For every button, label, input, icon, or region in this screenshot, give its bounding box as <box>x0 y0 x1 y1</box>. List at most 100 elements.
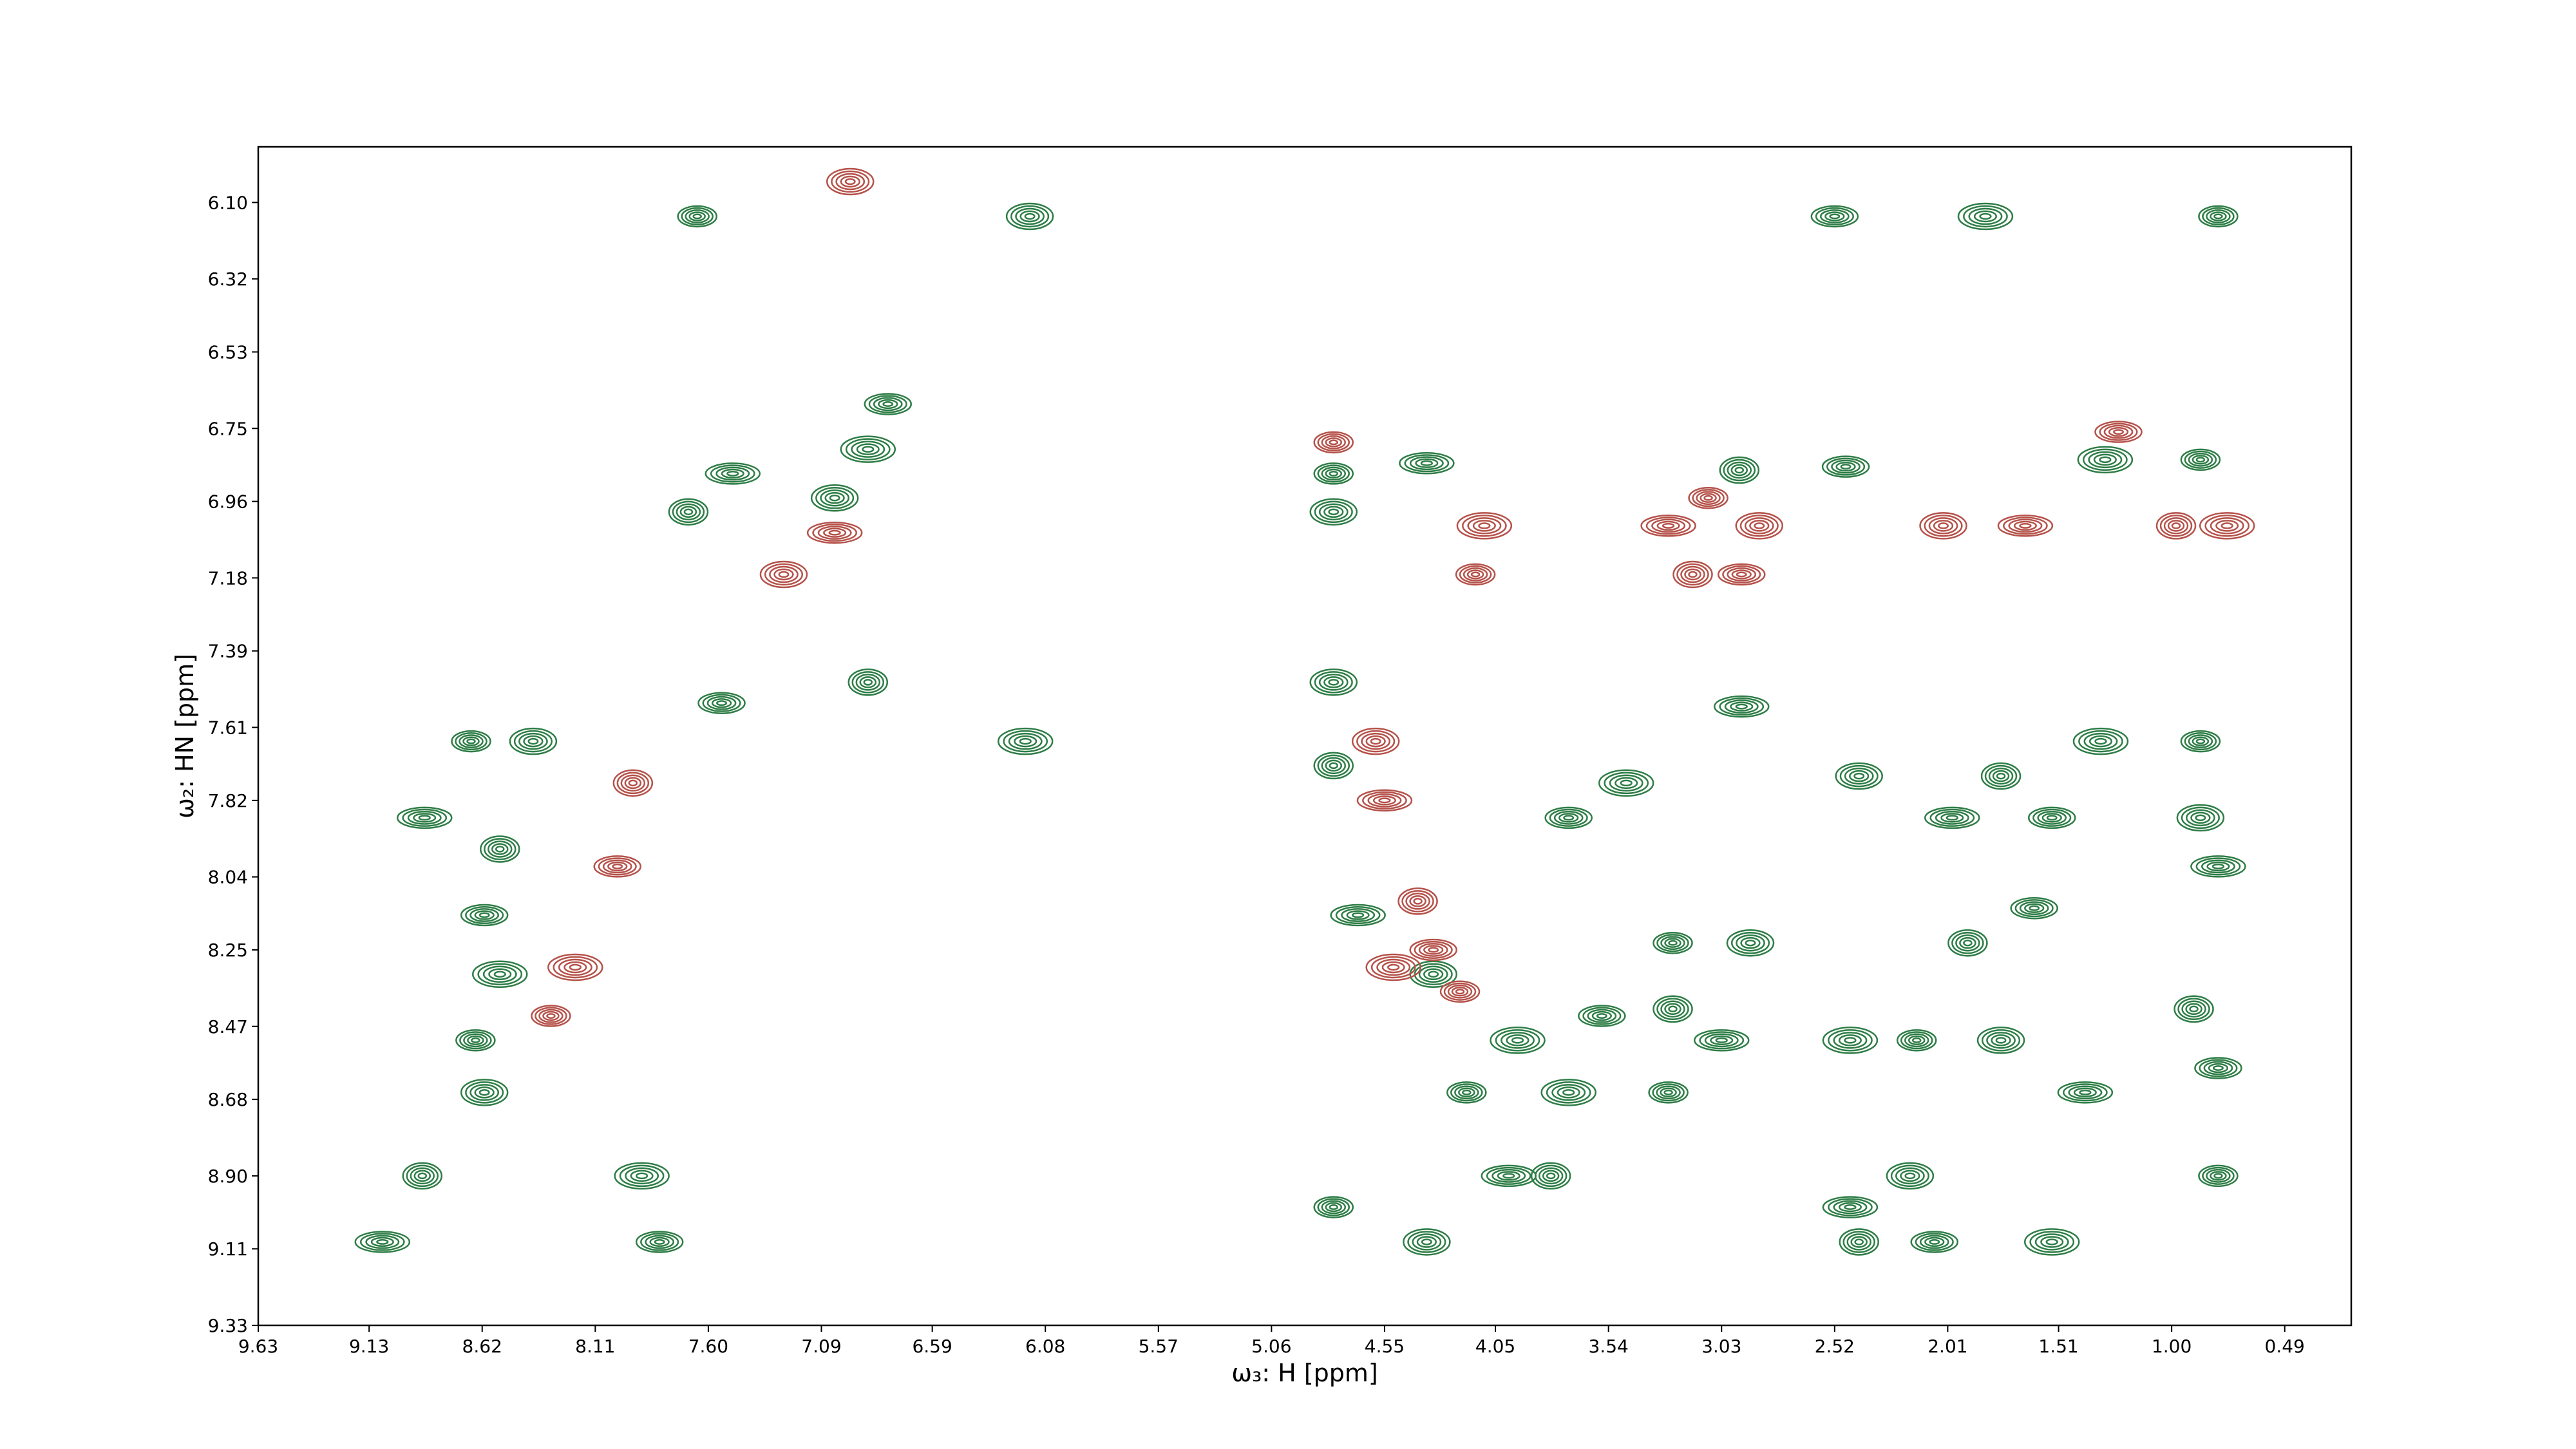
peak <box>1397 887 1438 915</box>
contour-ring <box>1822 1196 1879 1218</box>
contour-ring <box>1346 910 1370 920</box>
contour-ring <box>1668 940 1678 946</box>
contour-ring <box>2079 1089 2092 1095</box>
contour-ring <box>1696 491 1721 506</box>
contour-ring <box>1844 1037 1857 1044</box>
contour-ring <box>820 489 849 507</box>
contour-ring <box>619 1164 665 1188</box>
x-tick-label: 0.49 <box>2265 1336 2305 1357</box>
contour-ring <box>480 835 520 863</box>
contour-ring <box>531 1005 571 1027</box>
contour-ring <box>1723 459 1756 482</box>
contour-ring <box>1428 971 1439 978</box>
peak <box>547 953 603 981</box>
contour-ring <box>2103 424 2134 439</box>
contour-ring <box>1423 968 1444 981</box>
contour-ring <box>2202 1166 2235 1185</box>
peak <box>635 1231 684 1253</box>
contour-ring <box>459 734 484 748</box>
y-tick-label: 6.96 <box>208 491 248 513</box>
contour-ring <box>1428 947 1439 953</box>
contour-ring <box>1653 931 1693 954</box>
peak <box>1540 1079 1596 1106</box>
peak <box>759 560 808 589</box>
contour-ring <box>1314 671 1353 694</box>
contour-ring <box>1321 1200 1347 1215</box>
contour-ring <box>1365 953 1421 981</box>
peak <box>1997 515 2054 537</box>
contour-ring <box>1413 898 1423 905</box>
contour-ring <box>612 863 623 869</box>
contour-ring <box>1362 791 1407 810</box>
contour-ring <box>593 855 641 878</box>
contour-ring <box>1919 1235 1949 1249</box>
contour-ring <box>410 1167 435 1185</box>
peak <box>2198 1164 2239 1188</box>
contour-ring <box>862 446 875 453</box>
contour-ring <box>2029 905 2040 911</box>
peak <box>1896 1029 1937 1052</box>
contour-ring <box>491 843 509 855</box>
contour-ring <box>2181 1000 2206 1018</box>
contour-ring <box>616 772 650 795</box>
contour-ring <box>467 1035 484 1045</box>
peak <box>1648 1081 1689 1104</box>
contour-ring <box>2206 209 2231 223</box>
contour-ring <box>1365 735 1386 748</box>
y-tick-label: 8.68 <box>208 1089 248 1110</box>
contour-ring <box>1325 468 1343 479</box>
contour-ring <box>2195 457 2206 463</box>
contour-ring <box>1935 811 1969 825</box>
contour-ring <box>469 1084 500 1101</box>
contour-ring <box>354 1231 411 1253</box>
contour-ring <box>640 1233 679 1251</box>
contour-ring <box>2194 1057 2242 1079</box>
contour-ring <box>2032 808 2072 827</box>
contour-ring <box>607 861 628 872</box>
contour-ring <box>2206 1169 2231 1183</box>
peak <box>2190 855 2246 878</box>
y-tick-label: 7.61 <box>208 717 248 739</box>
contour-ring <box>1704 1033 1739 1048</box>
contour-ring <box>1980 762 2022 790</box>
contour-ring <box>614 1162 670 1190</box>
contour-ring <box>826 167 875 196</box>
peak <box>1409 960 1457 989</box>
contour-ring <box>1846 1233 1871 1251</box>
peak <box>1403 1228 1451 1256</box>
peak <box>705 462 761 485</box>
peak <box>1313 1196 1354 1218</box>
contour-ring <box>2184 450 2217 469</box>
contour-ring <box>1963 939 1973 947</box>
peak <box>806 521 863 544</box>
contour-ring <box>2221 522 2233 529</box>
contour-ring <box>1409 938 1457 961</box>
contour-ring <box>413 1170 431 1182</box>
contour-ring <box>1896 1029 1937 1052</box>
contour-ring <box>1325 759 1343 772</box>
contour-ring <box>2186 809 2215 827</box>
contour-ring <box>831 170 870 193</box>
contour-ring <box>1908 1035 1926 1045</box>
contour-ring <box>1838 1034 1862 1046</box>
contour-ring <box>2023 1228 2080 1256</box>
peak <box>1456 512 1513 540</box>
contour-ring <box>1904 1172 1916 1180</box>
axes-frame <box>257 146 2353 1327</box>
contour-ring <box>2014 899 2054 918</box>
contour-ring <box>1840 464 1852 470</box>
contour-ring <box>620 774 646 792</box>
contour-ring <box>1688 571 1698 578</box>
contour-ring <box>1005 202 1054 231</box>
peak <box>1439 980 1481 1003</box>
peak <box>2180 448 2221 471</box>
contour-ring <box>1553 811 1584 825</box>
contour-ring <box>478 912 490 918</box>
contour-ring <box>1828 1198 1873 1217</box>
contour-ring <box>1014 735 1037 748</box>
contour-ring <box>493 971 506 978</box>
contour-ring <box>1321 757 1347 775</box>
contour-ring <box>1459 565 1492 584</box>
peak <box>1490 1027 1546 1054</box>
contour-ring <box>1973 210 1997 223</box>
